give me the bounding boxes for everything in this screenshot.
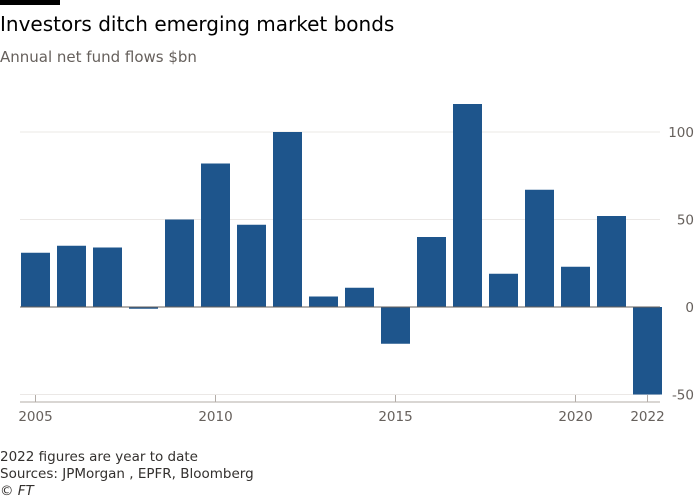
footnote-ytd: 2022 figures are year to date (0, 449, 198, 465)
bar-2021 (597, 216, 626, 307)
bar-2019 (525, 189, 554, 307)
bar-2015 (381, 307, 410, 344)
bar-2018 (489, 273, 518, 307)
bar-2011 (237, 224, 266, 307)
footnote-sources: Sources: JPMorgan , EPFR, Bloomberg (0, 466, 254, 482)
bar-2005 (21, 252, 50, 307)
x-tick-label: 2022 (630, 409, 664, 425)
bar-2007 (93, 247, 122, 307)
y-tick-label: 0 (685, 300, 694, 316)
bar-2014 (345, 287, 374, 307)
y-tick-label: -50 (672, 388, 694, 404)
ft-credit: © FT (0, 483, 34, 499)
y-tick-label: 50 (677, 213, 694, 229)
bar-2017 (453, 104, 482, 307)
bar-2020 (561, 266, 590, 307)
bar-2010 (201, 163, 230, 307)
chart-subtitle: Annual net fund flows $bn (0, 48, 197, 66)
bar-2013 (309, 296, 338, 307)
bar-2022 (633, 307, 662, 395)
bar-2009 (165, 219, 194, 307)
bar-chart: 100 50 0 -50 2005 2010 2015 2020 2022 (18, 104, 694, 425)
bar-2012 (273, 132, 302, 307)
bar-2008 (129, 307, 158, 309)
x-tick-label: 2020 (558, 409, 592, 425)
ft-brand-bar (0, 0, 60, 5)
bar-2016 (417, 237, 446, 307)
x-tick-label: 2010 (198, 409, 232, 425)
x-tick-label: 2005 (18, 409, 52, 425)
chart-title: Investors ditch emerging market bonds (0, 12, 395, 36)
x-tick-label: 2015 (378, 409, 412, 425)
bar-2006 (57, 245, 86, 307)
y-tick-label: 100 (668, 125, 694, 141)
